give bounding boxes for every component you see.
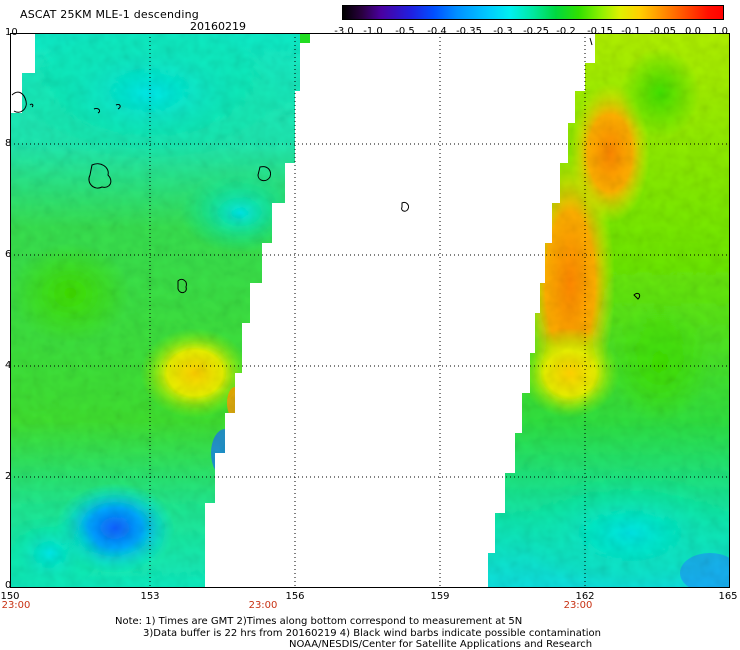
island-outline: [93, 108, 101, 114]
grid-lines: [10, 33, 730, 588]
island-outline: [11, 91, 27, 113]
swath-fragment: [300, 33, 310, 43]
y-axis-label: 2: [5, 471, 12, 482]
color-scale-bar: [342, 5, 724, 20]
colorbar-label: -0.2: [556, 26, 576, 37]
time-label: 23:00: [563, 600, 593, 611]
x-axis-label: 156: [285, 591, 305, 602]
product-title: ASCAT 25KM MLE-1 descending: [20, 8, 199, 21]
x-axis-label: 150: [0, 591, 20, 602]
colorbar-label: 0.0: [685, 26, 701, 37]
island-outline: [257, 166, 271, 182]
island-outlines: [11, 37, 641, 300]
island-outline: [115, 104, 121, 110]
note-line-1: Note: 1) Times are GMT 2)Times along bot…: [115, 616, 523, 627]
time-label: 23:00: [1, 600, 31, 611]
product-date: 20160219: [190, 20, 246, 33]
island-outline: [177, 278, 187, 294]
y-axis-label: 0: [5, 580, 12, 591]
note-line-3: NOAA/NESDIS/Center for Satellite Applica…: [289, 639, 593, 650]
time-label: 23:00: [248, 600, 278, 611]
x-axis-label: 165: [718, 591, 738, 602]
island-outline: [88, 163, 112, 189]
colorbar-label: -3.0: [334, 26, 354, 37]
x-axis-label: 162: [575, 591, 595, 602]
colorbar-label: -0.15: [587, 26, 613, 37]
colorbar-label: -1.0: [363, 26, 383, 37]
colorbar-label: -0.05: [650, 26, 676, 37]
island-outline: [401, 202, 409, 212]
island-outline: [29, 103, 34, 108]
x-axis-label: 153: [140, 591, 160, 602]
y-axis-label: 6: [5, 249, 12, 260]
wind-divergence-map: [10, 33, 730, 588]
colorbar-label: 1.0: [712, 26, 728, 37]
colorbar-label: -0.35: [456, 26, 482, 37]
y-axis-label: 4: [5, 360, 12, 371]
island-outline: [633, 292, 641, 300]
colorbar-label: -0.25: [523, 26, 549, 37]
y-axis-label: 10: [5, 27, 18, 38]
colorbar-label: -0.3: [493, 26, 513, 37]
plot-frame: [10, 33, 730, 588]
island-outline: [589, 37, 593, 46]
colorbar-label: -0.5: [395, 26, 415, 37]
y-axis-label: 8: [5, 138, 12, 149]
colorbar-label: -0.4: [427, 26, 447, 37]
x-axis-label: 159: [430, 591, 450, 602]
note-line-2: 3)Data buffer is 22 hrs from 20160219 4)…: [143, 628, 601, 639]
colorbar-label: -0.1: [621, 26, 641, 37]
